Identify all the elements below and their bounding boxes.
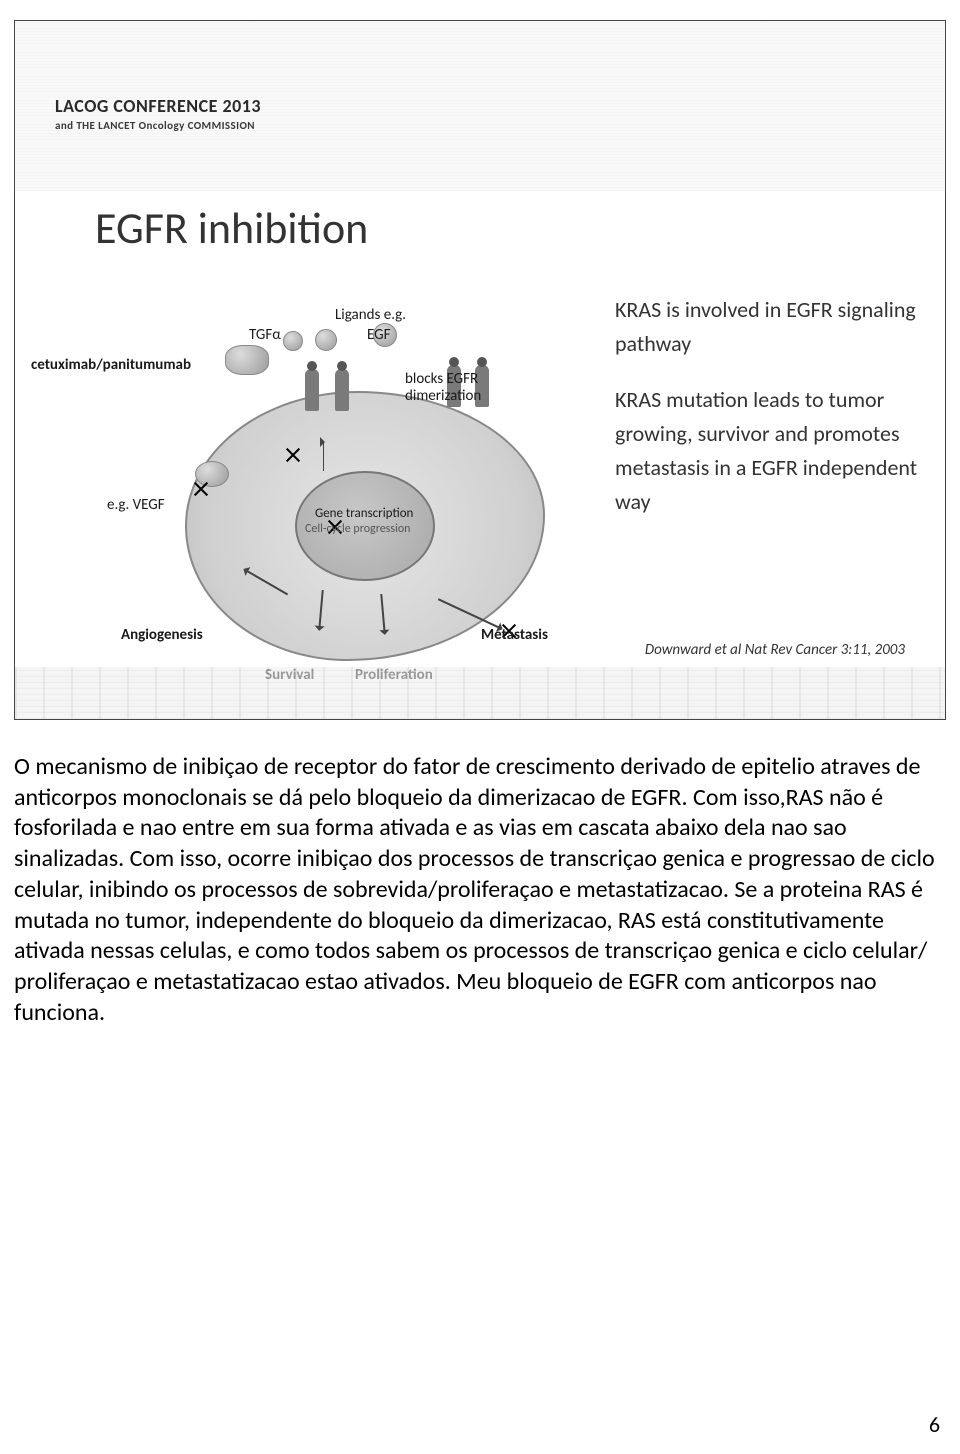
conference-title: LACOG CONFERENCE 2013 — [55, 95, 355, 117]
label-egf: EGF — [367, 327, 391, 344]
antibody-blob — [225, 345, 269, 375]
ligand-blob — [315, 329, 337, 351]
x-mark-icon — [193, 481, 209, 497]
label-cellcycle: Cell-cycle progression — [305, 523, 410, 536]
citation-text: Downward et al Nat Rev Cancer 3:11, 2003 — [645, 641, 905, 659]
receptor-shape — [305, 369, 319, 411]
arrow-shape — [323, 441, 324, 471]
label-tgfa: TGFα — [249, 327, 281, 344]
conference-subtitle: and THE LANCET Oncology COMMISSION — [55, 119, 355, 132]
label-metastasis: Metastasis — [481, 627, 548, 644]
slide-frame: LACOG CONFERENCE 2013 and THE LANCET Onc… — [14, 20, 946, 720]
notes-paragraph: O mecanismo de inibiçao de receptor do f… — [14, 752, 935, 1027]
label-gene: Gene transcription — [315, 507, 413, 521]
slide-body-text: KRAS is involved in EGFR signaling pathw… — [615, 293, 935, 542]
conference-badge: LACOG CONFERENCE 2013 and THE LANCET Onc… — [55, 95, 355, 132]
label-vegf: e.g. VEGF — [107, 497, 165, 514]
slide-title: EGFR inhibition — [95, 201, 368, 255]
page-number: 6 — [929, 1411, 940, 1438]
speaker-notes: O mecanismo de inibiçao de receptor do f… — [14, 752, 946, 1028]
label-ligands: Ligands e.g. — [335, 307, 406, 324]
label-cetuximab: cetuximab/panitumumab — [31, 357, 191, 374]
footer-pattern — [15, 667, 945, 719]
egfr-diagram: Ligands e.g. TGFα EGF cetuximab/panitumu… — [35, 271, 595, 691]
body-paragraph-1: KRAS is involved in EGFR signaling pathw… — [615, 293, 935, 361]
label-blocks: blocks EGFR dimerization — [405, 371, 515, 404]
ligand-blob — [283, 331, 303, 351]
receptor-shape — [335, 369, 349, 411]
label-angiogenesis: Angiogenesis — [121, 627, 203, 644]
x-mark-icon — [285, 447, 301, 463]
body-paragraph-2: KRAS mutation leads to tumor growing, su… — [615, 383, 935, 519]
